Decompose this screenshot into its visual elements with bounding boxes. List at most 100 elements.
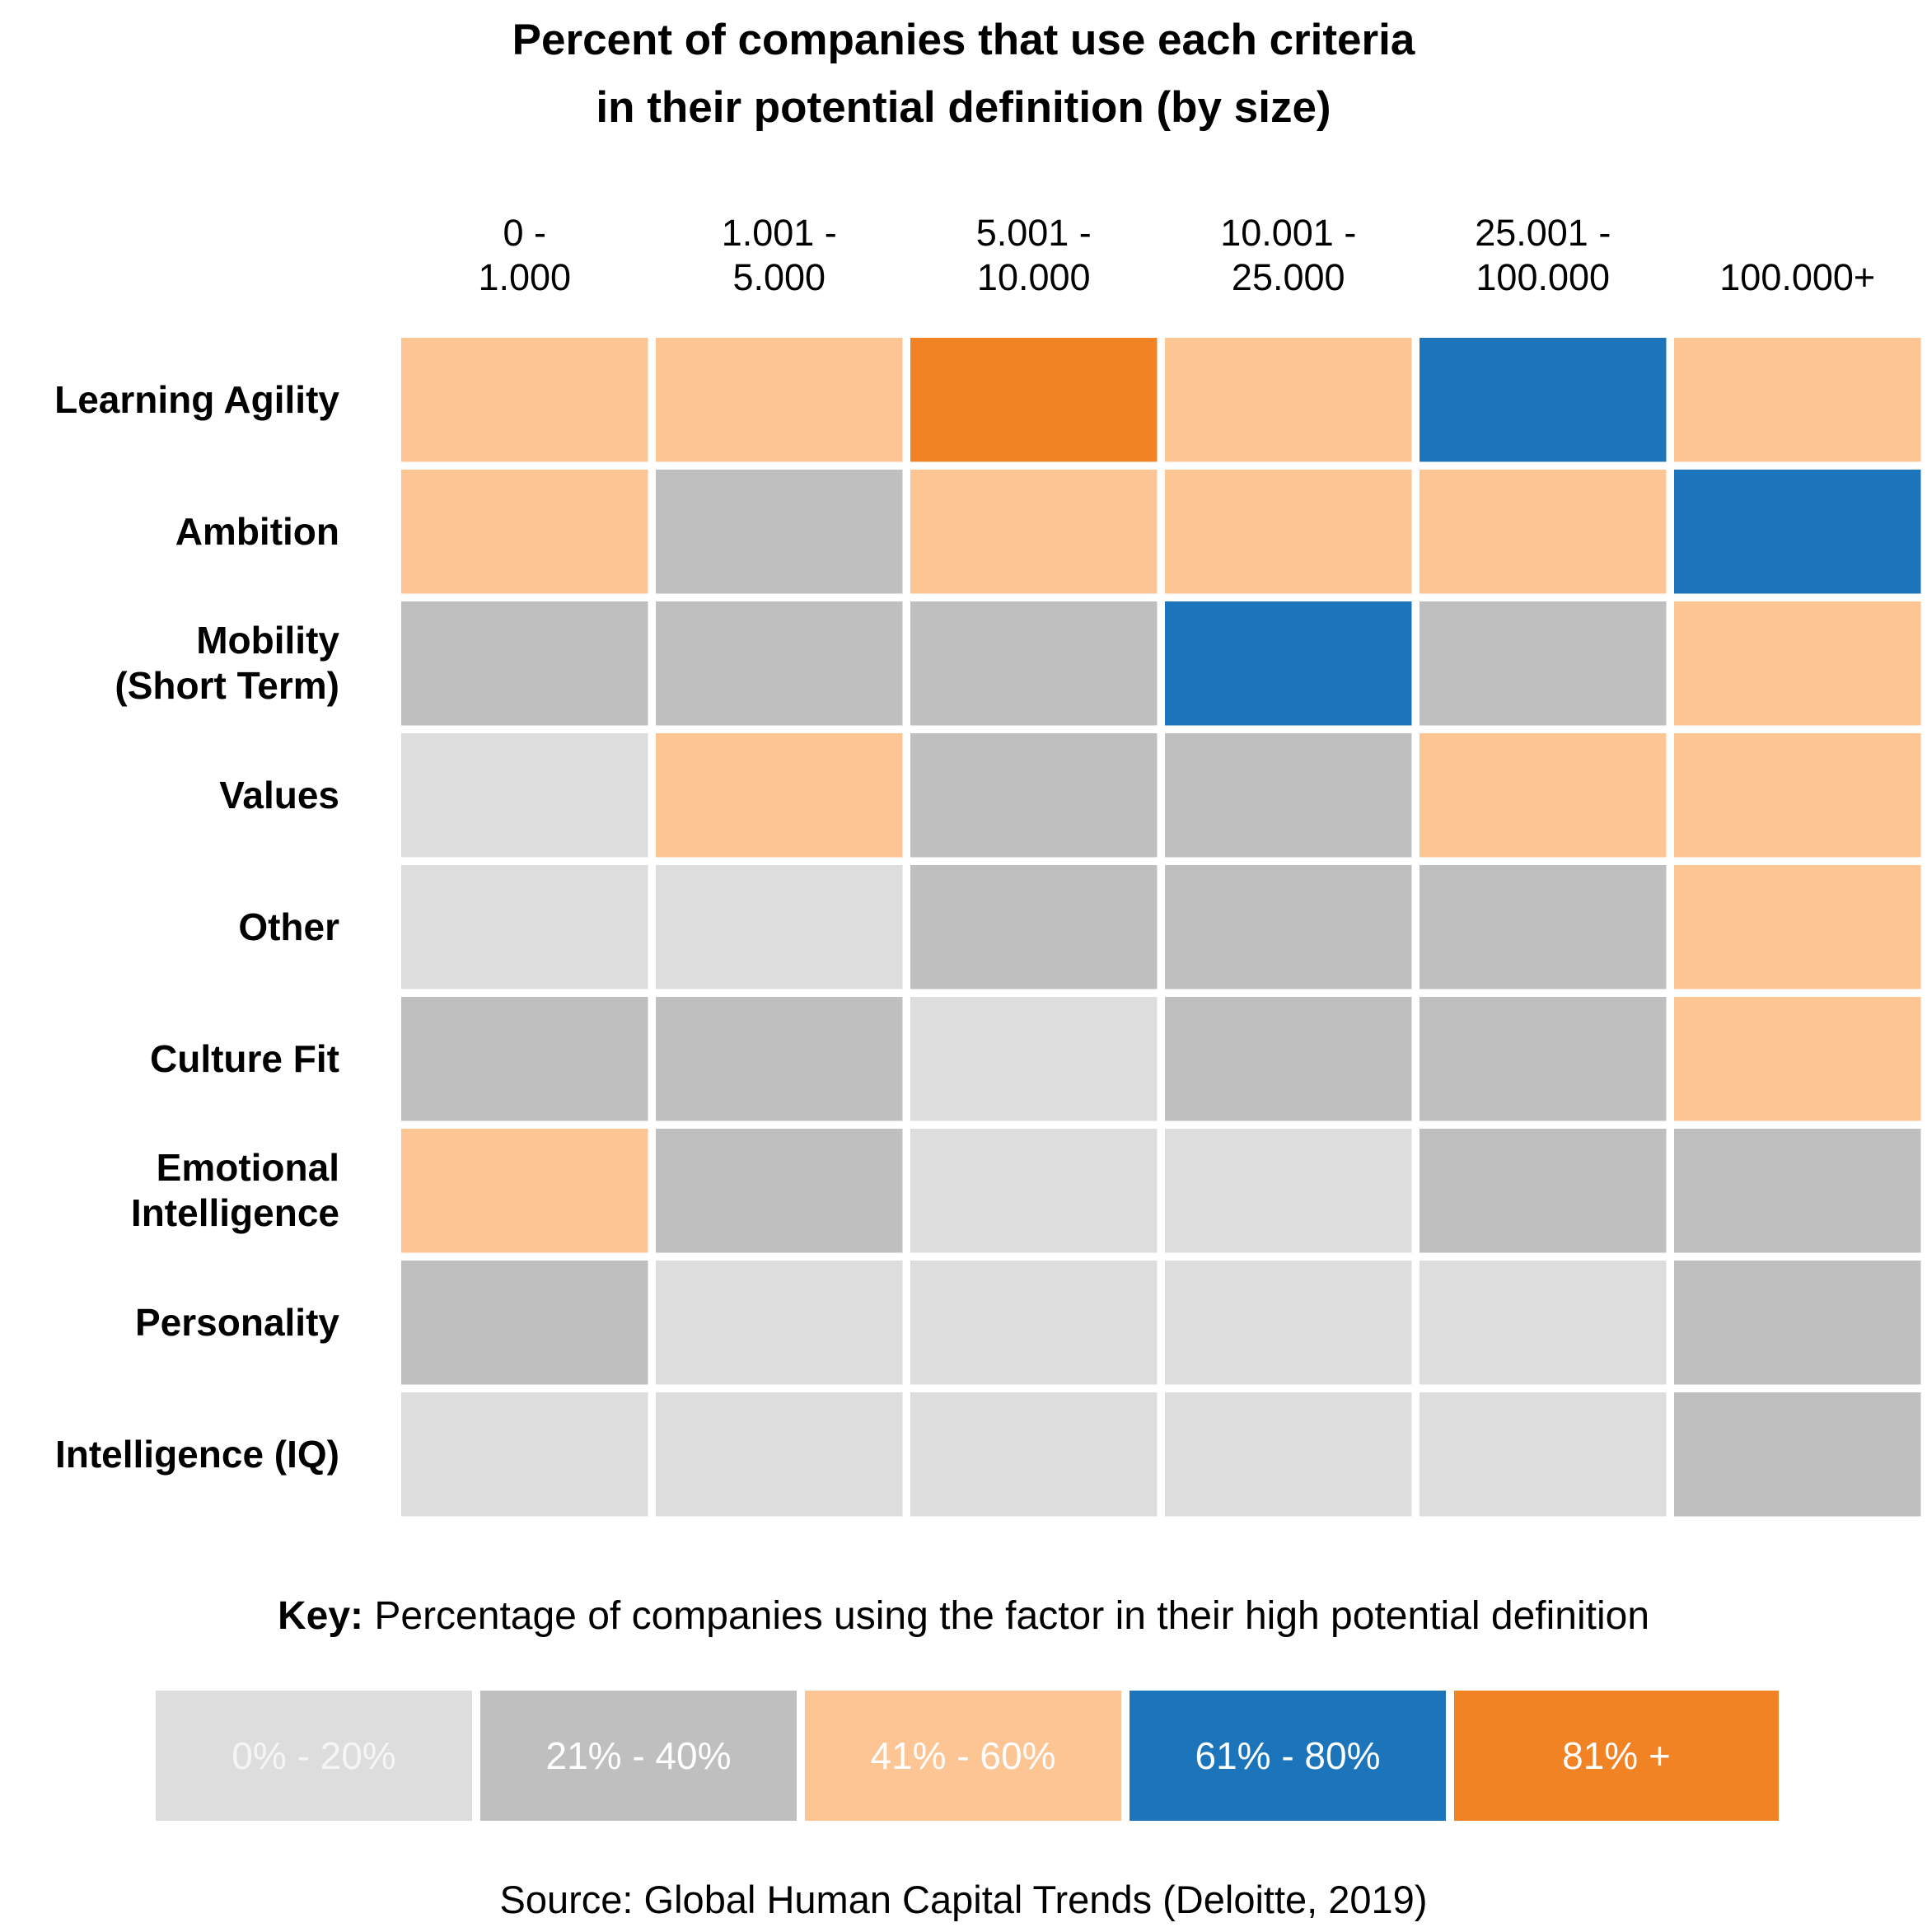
column-header-line: 1.001 - [721, 212, 837, 254]
heatmap-cell [1165, 1129, 1412, 1253]
heatmap-cell [910, 997, 1158, 1121]
chart-title: Percent of companies that use each crite… [0, 7, 1927, 142]
heatmap-cell [1674, 865, 1921, 989]
heatmap-cell [1674, 1392, 1921, 1517]
heatmap-cell [1420, 338, 1667, 462]
row-label: Other [0, 865, 339, 989]
heatmap-cell [1674, 1129, 1921, 1253]
column-header-line: 100.000+ [1719, 256, 1876, 298]
heatmap-cell [1165, 338, 1412, 462]
heatmap-cell [656, 865, 903, 989]
row-label-line: Values [219, 773, 339, 816]
legend-key-text: Key: Percentage of companies using the f… [0, 1592, 1927, 1641]
heatmap-cell [1420, 997, 1667, 1121]
heatmap-cell [1674, 997, 1921, 1121]
row-label-line: Ambition [175, 509, 339, 553]
row-label-line: Personality [135, 1300, 339, 1344]
heatmap-cell [1674, 1261, 1921, 1385]
row-label: Emotional Intelligence [0, 1129, 339, 1253]
column-header-line: 100.000 [1476, 256, 1611, 298]
column-header-line: 25.001 - [1475, 212, 1611, 254]
column-header: 25.001 -100.000 [1420, 201, 1667, 300]
chart-title-line-1: Percent of companies that use each crite… [512, 16, 1415, 64]
heatmap-cell [401, 733, 648, 858]
heatmap-cell [1165, 865, 1412, 989]
row-label: Culture Fit [0, 997, 339, 1121]
row-label-line: Other [238, 905, 339, 948]
heatmap-cell [401, 470, 648, 594]
heatmap-cell [656, 601, 903, 726]
heatmap-cell [656, 470, 903, 594]
heatmap-cell [910, 338, 1158, 462]
heatmap-cell [1420, 865, 1667, 989]
heatmap-cell [401, 338, 648, 462]
row-label: Mobility (Short Term) [0, 601, 339, 726]
heatmap-cell [1165, 733, 1412, 858]
row-label-line: (Short Term) [115, 664, 339, 708]
column-header: 0 -1.000 [401, 201, 648, 300]
heatmap-cell [1420, 1129, 1667, 1253]
row-label-line: Intelligence [130, 1191, 339, 1235]
heatmap-cell [910, 865, 1158, 989]
column-header-line: 10.001 - [1220, 212, 1357, 254]
row-label: Ambition [0, 470, 339, 594]
heatmap-cell [656, 338, 903, 462]
row-label: Learning Agility [0, 338, 339, 462]
column-header: 5.001 -10.000 [910, 201, 1158, 300]
heatmap-cell [1420, 470, 1667, 594]
heatmap-cell [910, 1261, 1158, 1385]
heatmap-cell [401, 997, 648, 1121]
heatmap-grid [401, 338, 1921, 1517]
heatmap-cell [910, 1129, 1158, 1253]
heatmap-cell [401, 865, 648, 989]
heatmap-cell [1674, 338, 1921, 462]
row-label-line: Intelligence (IQ) [54, 1432, 339, 1476]
heatmap-cell [1674, 733, 1921, 858]
heatmap-cell [1420, 733, 1667, 858]
row-label-line: Mobility [196, 619, 339, 662]
chart-title-line-2: in their potential definition (by size) [596, 83, 1331, 132]
row-label: Intelligence (IQ) [0, 1392, 339, 1517]
row-label: Personality [0, 1261, 339, 1385]
row-label-line: Culture Fit [150, 1036, 339, 1080]
legend-item: 41% - 60% [805, 1691, 1121, 1821]
heatmap-cell [1420, 1392, 1667, 1517]
heatmap-cell [401, 1392, 648, 1517]
row-label-line: Emotional [156, 1146, 339, 1190]
heatmap-cell [656, 733, 903, 858]
column-header-line: 5.000 [732, 256, 826, 298]
column-header: 10.001 -25.000 [1165, 201, 1412, 300]
heatmap-cell [1674, 470, 1921, 594]
heatmap-cell [910, 470, 1158, 594]
heatmap-cell [1165, 1392, 1412, 1517]
column-header: 1.001 -5.000 [656, 201, 903, 300]
column-header-line: 0 - [503, 212, 546, 254]
legend-item: 81% + [1454, 1691, 1779, 1821]
legend-key-description: Percentage of companies using the factor… [374, 1594, 1650, 1638]
heatmap-cell [1420, 601, 1667, 726]
column-header-line: 25.000 [1231, 256, 1345, 298]
heatmap-cell [656, 1129, 903, 1253]
heatmap-cell [1165, 1261, 1412, 1385]
heatmap-cell [656, 1261, 903, 1385]
legend-item: 21% - 40% [480, 1691, 797, 1821]
heatmap-cell [401, 1129, 648, 1253]
column-header-line: 1.000 [478, 256, 572, 298]
heatmap-cell [401, 601, 648, 726]
heatmap-cell [910, 1392, 1158, 1517]
column-header: 100.000+ [1674, 201, 1921, 300]
column-header-line: 5.001 - [975, 212, 1092, 254]
row-label: Values [0, 733, 339, 858]
heatmap-cell [401, 1261, 648, 1385]
heatmap-cell [1674, 601, 1921, 726]
heatmap-cell [1420, 1261, 1667, 1385]
source-note: Source: Global Human Capital Trends (Del… [499, 1878, 1428, 1921]
legend-item: 61% - 80% [1130, 1691, 1446, 1821]
heatmap-cell [910, 733, 1158, 858]
heatmap-cell [1165, 601, 1412, 726]
heatmap-cell [656, 997, 903, 1121]
heatmap-cell [1165, 997, 1412, 1121]
heatmap-cell [656, 1392, 903, 1517]
legend-item: 0% - 20% [156, 1691, 472, 1821]
heatmap-cell [1165, 470, 1412, 594]
